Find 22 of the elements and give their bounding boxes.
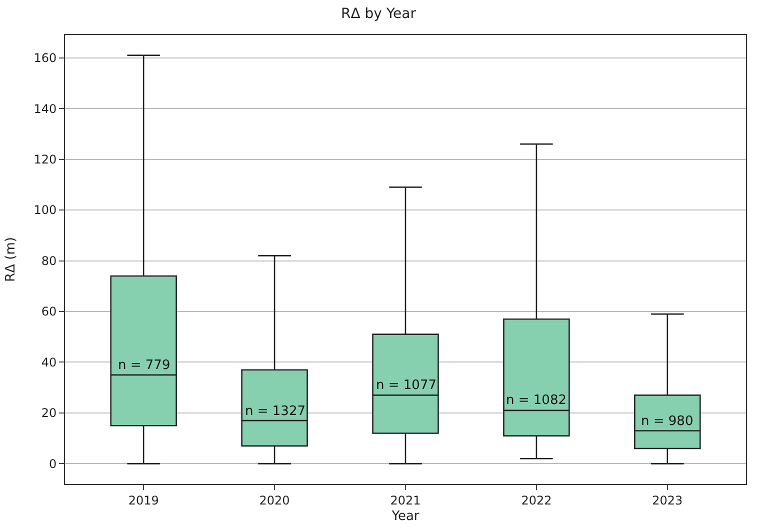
x-tick-label: 2022 (521, 493, 552, 508)
annotation: n = 1077 (376, 378, 436, 393)
annotation: n = 1327 (245, 404, 306, 419)
x-tick-label: 2020 (259, 493, 290, 508)
y-tick-label: 120 (34, 152, 57, 166)
chart-title: RΔ by Year (340, 6, 416, 22)
annotation: n = 980 (641, 414, 694, 429)
y-tick-label: 60 (41, 304, 57, 319)
x-tick-label: 2021 (390, 493, 421, 508)
y-tick-label: 160 (34, 51, 57, 66)
y-tick-label: 80 (41, 254, 57, 268)
y-tick-label: 140 (34, 102, 57, 116)
y-tick-label: 0 (48, 456, 57, 471)
x-tick-label: 2023 (652, 493, 683, 508)
y-tick-label: 20 (41, 406, 57, 420)
x-tick-label: 2019 (128, 493, 159, 508)
y-axis-title: RΔ (m) (4, 237, 19, 282)
annotation: n = 1082 (506, 393, 566, 408)
y-tick-label: 40 (41, 355, 57, 370)
x-axis-title: Year (390, 509, 420, 524)
annotation: n = 779 (118, 358, 170, 373)
y-tick-label: 100 (34, 203, 57, 218)
